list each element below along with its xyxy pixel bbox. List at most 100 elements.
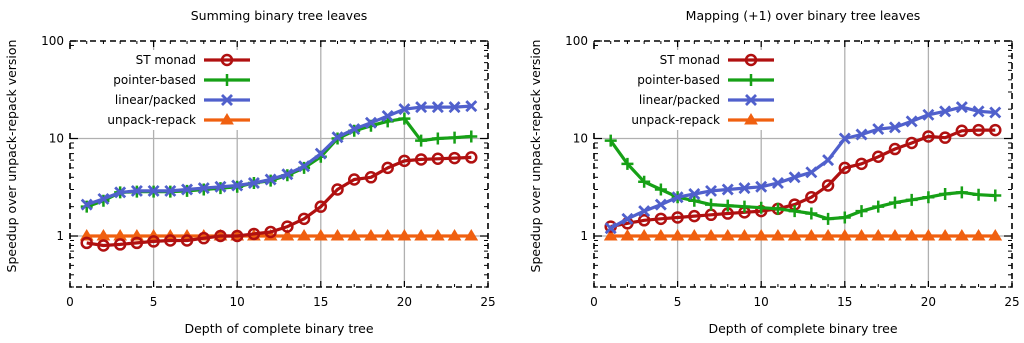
data-point [197,231,211,245]
data-point [904,229,919,241]
data-point [838,161,852,175]
legend-label: pointer-based [113,73,196,87]
y-tick-label: 1 [56,229,64,243]
data-point [905,115,918,128]
data-point [380,229,395,241]
data-point [297,229,311,241]
data-point [721,183,734,196]
data-point [888,121,901,134]
legend-marker [744,113,758,125]
legend-bg [590,50,780,70]
data-point [247,227,261,241]
x-tick-label: 5 [150,295,158,309]
data-point [97,239,110,252]
chart-title: Mapping (+1) over binary tree leaves [686,8,921,23]
data-point [688,194,701,207]
data-point [837,229,852,241]
data-point [604,222,617,235]
data-point [114,186,127,199]
data-point [788,205,801,218]
data-point [347,229,362,241]
data-point [670,229,685,241]
data-point [415,101,428,114]
data-point [180,234,194,247]
data-point [113,238,127,251]
data-point [771,202,784,215]
data-point [855,157,868,171]
y-axis-label: Speedup over unpack-repack version [528,40,543,273]
series-line [86,116,472,209]
data-point [80,236,93,250]
data-point [130,184,143,197]
legend-bg [66,50,256,70]
data-point [147,184,160,197]
data-point [720,229,735,241]
data-point [298,160,311,173]
data-point [414,229,429,241]
data-point [821,229,835,241]
data-point [621,212,634,225]
data-point [638,175,651,188]
data-point [688,187,701,200]
data-point [214,229,227,243]
y-axis-label: Speedup over unpack-repack version [4,40,19,273]
data-point [447,229,462,241]
data-point [671,191,684,204]
data-point [905,136,918,150]
data-point [97,192,110,205]
data-point [637,214,651,227]
data-point [955,101,968,114]
legend-label: linear/packed [639,93,720,107]
data-point [787,229,802,241]
data-point [415,134,428,147]
chart-title: Summing binary tree leaves [191,8,368,23]
data-point [214,180,227,193]
data-point [771,176,784,189]
chart-panel-1: ST monad pointer-based linear/packed unpack… [66,40,489,288]
legend-marker [220,113,234,125]
data-point [448,151,461,165]
data-point [314,200,328,213]
data-point [905,193,918,206]
data-point [430,229,445,241]
data-point [989,106,1002,119]
data-point [465,100,478,113]
data-point [348,123,361,136]
x-tick-label: 20 [921,295,936,309]
series-line [609,139,996,221]
legend-bg [590,110,780,130]
data-point [754,229,769,241]
data-point [364,116,377,129]
data-point [431,132,444,145]
data-point [181,183,194,196]
data-point [805,166,818,179]
legend-bg [590,90,780,110]
y-tick-label: 10 [573,132,588,146]
legend: ST monad pointer-based linear/packed unpack… [66,50,256,130]
data-point [855,128,868,141]
data-point [331,131,344,144]
series-line [610,128,996,229]
legend-label: unpack-repack [107,113,196,127]
x-tick-label: 0 [590,295,598,309]
data-point [721,199,734,212]
legend-marker [221,94,233,106]
data-point [465,130,478,143]
data-point [331,183,344,196]
data-point [737,229,752,241]
data-point [988,229,1003,241]
data-point [939,187,952,200]
data-point [638,205,651,218]
legend-marker [745,94,757,106]
data-point [871,229,886,241]
data-point [738,200,751,213]
data-point [431,101,444,114]
data-point [871,150,885,164]
plot-frame [69,40,489,288]
plot-frame [593,40,1013,288]
legend-bg [66,70,256,90]
data-point [872,123,885,136]
data-point [448,101,461,114]
series-pointer-based [604,134,1002,225]
data-point [264,225,277,239]
